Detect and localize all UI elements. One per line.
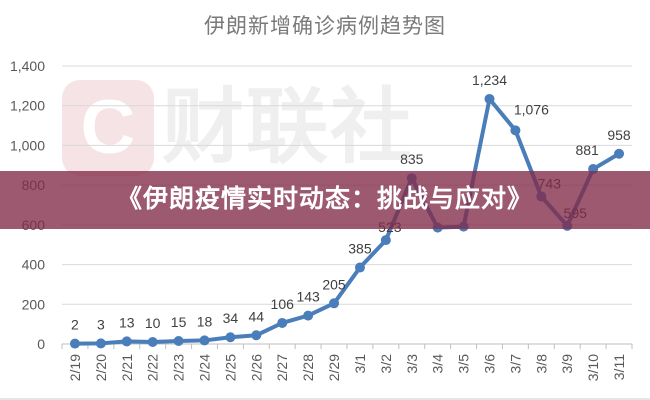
y-tick-label: 1,000 bbox=[10, 137, 45, 153]
x-tick-label: 2/29 bbox=[326, 354, 342, 381]
chart-title: 伊朗新增确诊病例趋势图 bbox=[204, 14, 446, 38]
data-point bbox=[173, 336, 184, 347]
series-line bbox=[74, 96, 621, 346]
headline-text: 《伊朗疫情实时动态：挑战与应对》 bbox=[116, 184, 533, 213]
watermark-logo-icon: C bbox=[62, 80, 154, 176]
headline-banner: 《伊朗疫情实时动态：挑战与应对》 bbox=[0, 171, 650, 229]
data-label: 15 bbox=[171, 314, 187, 330]
x-tick-label: 3/9 bbox=[559, 354, 575, 374]
data-point bbox=[225, 332, 236, 343]
data-label: 143 bbox=[296, 289, 320, 305]
x-tick-label: 2/28 bbox=[300, 354, 316, 381]
data-label: 18 bbox=[197, 313, 213, 329]
watermark-logo-letter: C bbox=[80, 85, 136, 170]
data-label: 205 bbox=[322, 276, 346, 292]
x-tick-label: 2/19 bbox=[67, 354, 83, 381]
x-tick-label: 3/4 bbox=[430, 354, 446, 374]
x-tick-label: 3/11 bbox=[611, 354, 627, 380]
data-label: 385 bbox=[348, 241, 372, 257]
x-tick-label: 2/27 bbox=[274, 354, 290, 381]
data-point bbox=[484, 93, 495, 104]
x-axis: 2/19 2/20 2/21 2/22 2/23 2/24 2/25 2/26 2/27 2/28… bbox=[61, 343, 633, 381]
data-label: 106 bbox=[271, 296, 295, 312]
y-tick-label: 200 bbox=[22, 296, 46, 312]
data-point bbox=[329, 298, 340, 309]
x-tick-label: 3/1 bbox=[352, 354, 368, 374]
data-label: 10 bbox=[145, 315, 161, 331]
y-tick-label: 1,200 bbox=[10, 98, 45, 114]
x-tick-label: 2/22 bbox=[145, 354, 161, 381]
data-point bbox=[199, 335, 210, 346]
data-label: 1,076 bbox=[514, 101, 549, 117]
x-tick-label: 2/25 bbox=[222, 354, 238, 381]
x-tick-label: 3/8 bbox=[533, 354, 549, 374]
y-tick-label: 0 bbox=[37, 336, 45, 352]
data-point bbox=[354, 262, 365, 273]
data-label: 44 bbox=[249, 308, 265, 324]
data-label: 2 bbox=[71, 317, 79, 333]
data-point bbox=[121, 336, 132, 347]
x-tick-label: 3/7 bbox=[507, 354, 523, 374]
data-label: 1,234 bbox=[472, 72, 507, 88]
data-point bbox=[277, 317, 288, 328]
data-label: 881 bbox=[575, 142, 599, 158]
data-labels: 231310151834441061432053855238351,2341,0… bbox=[71, 72, 631, 333]
data-point bbox=[251, 330, 262, 341]
data-label: 3 bbox=[97, 316, 105, 332]
x-tick-label: 3/2 bbox=[378, 354, 394, 374]
divider bbox=[0, 398, 650, 400]
data-point bbox=[69, 338, 80, 349]
x-tick-label: 2/20 bbox=[93, 354, 109, 381]
data-label: 13 bbox=[119, 314, 135, 330]
data-point bbox=[614, 148, 625, 159]
x-tick-label: 2/21 bbox=[119, 354, 135, 381]
x-tick-label: 2/24 bbox=[197, 354, 213, 381]
watermark-text: 财联社 bbox=[162, 80, 415, 175]
x-tick-label: 3/10 bbox=[585, 354, 601, 381]
data-point bbox=[147, 337, 158, 348]
x-tick-label: 2/23 bbox=[171, 354, 187, 381]
data-point bbox=[510, 125, 521, 136]
x-tick-label: 3/3 bbox=[404, 354, 420, 374]
data-label: 958 bbox=[607, 127, 631, 143]
x-tick-label: 2/26 bbox=[248, 354, 264, 381]
data-point bbox=[380, 235, 391, 246]
data-point bbox=[303, 310, 314, 321]
y-tick-label: 400 bbox=[22, 257, 46, 273]
x-tick-label: 3/5 bbox=[456, 354, 472, 374]
x-tick-label: 3/6 bbox=[482, 354, 498, 374]
data-label: 34 bbox=[223, 310, 239, 326]
y-tick-label: 1,400 bbox=[10, 58, 45, 74]
data-label: 835 bbox=[400, 151, 424, 167]
data-point bbox=[95, 338, 106, 349]
